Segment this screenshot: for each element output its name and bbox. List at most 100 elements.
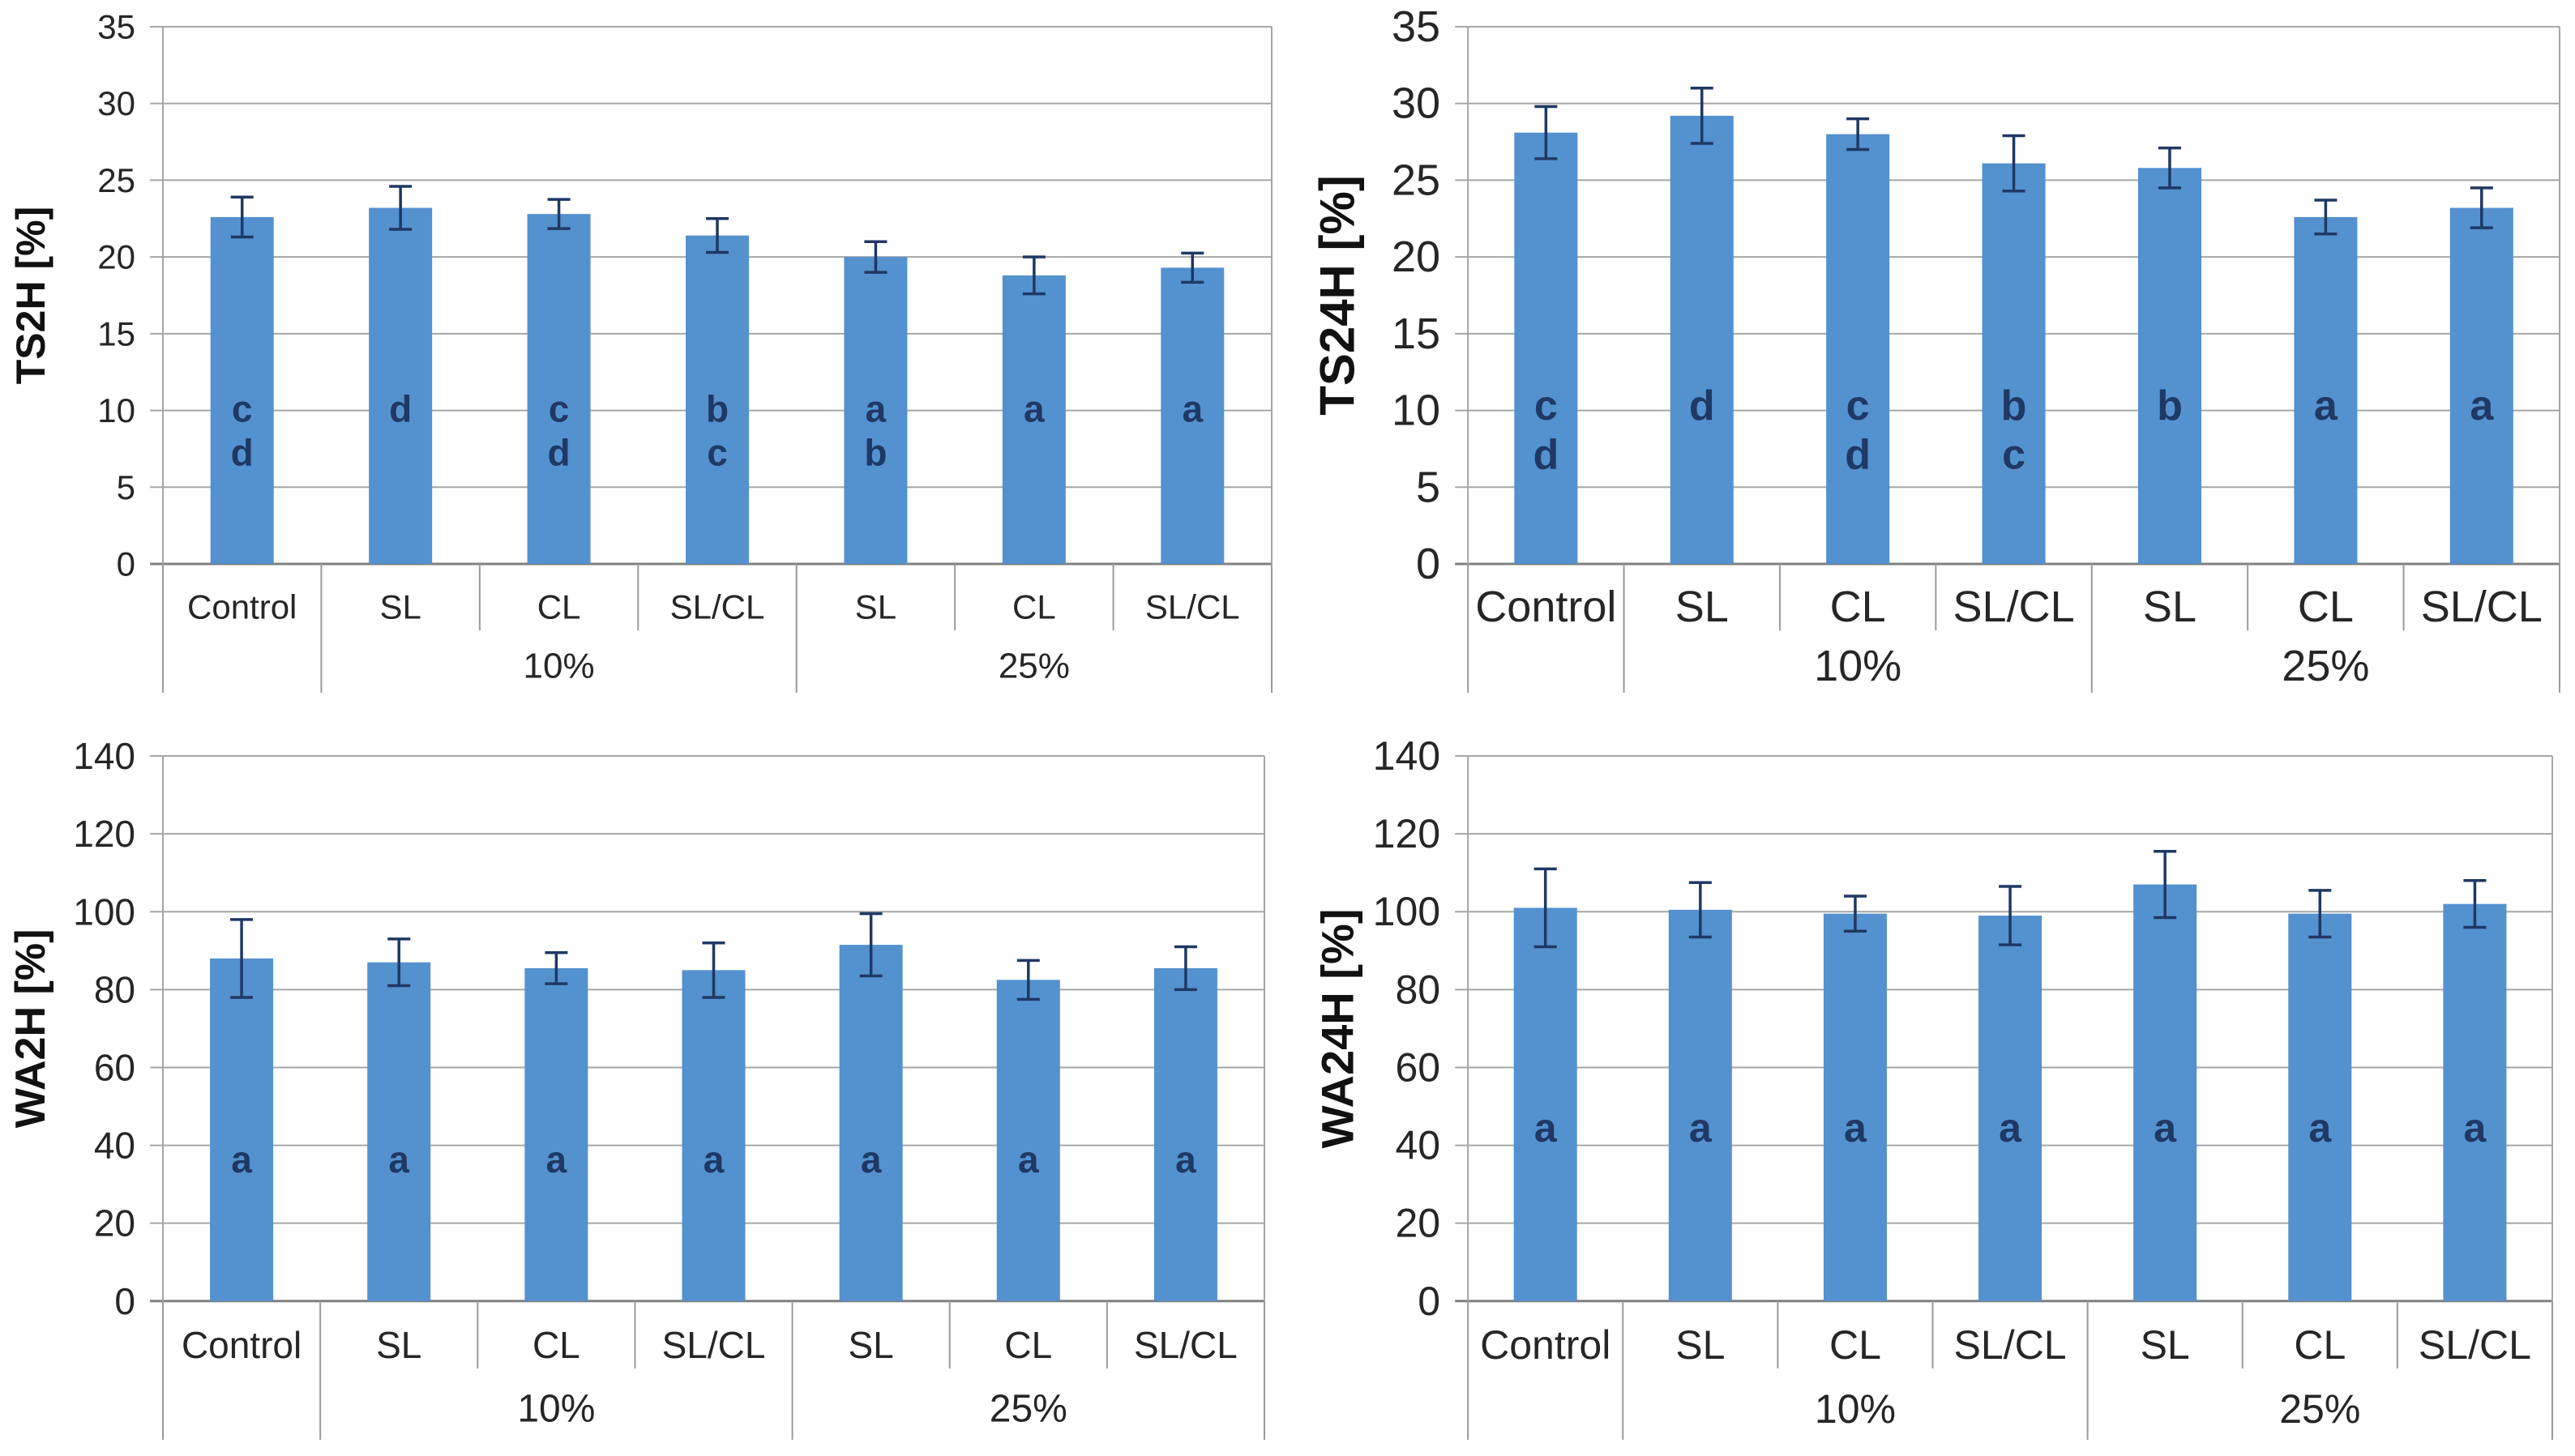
- group-label: 10%: [1814, 642, 1901, 690]
- y-tick-label: 120: [1373, 811, 1440, 856]
- bar: [1670, 115, 1734, 564]
- chart-ts24h: 05101520253035cdControldSLcdCLbcSL/CLbSL…: [1311, 2, 2560, 693]
- significance-letter: d: [1689, 382, 1715, 429]
- significance-letter: c: [1534, 382, 1558, 429]
- bar: [1161, 267, 1225, 564]
- significance-letter: d: [389, 388, 412, 430]
- bar: [2449, 207, 2513, 564]
- y-tick-label: 20: [94, 1202, 135, 1245]
- y-tick-label: 35: [1392, 2, 1440, 51]
- y-tick-label: 60: [1395, 1044, 1440, 1090]
- significance-letter: a: [866, 388, 887, 430]
- y-axis-title: TS24H [%]: [1311, 175, 1365, 416]
- y-tick-label: 140: [73, 735, 135, 777]
- y-tick-label: 0: [114, 1280, 135, 1322]
- y-tick-label: 10: [1392, 386, 1440, 435]
- bar: [210, 958, 274, 1301]
- bar: [1826, 134, 1890, 565]
- significance-letter: a: [388, 1138, 409, 1181]
- significance-letter: c: [232, 388, 253, 430]
- y-axis-title: TS2H [%]: [8, 207, 53, 384]
- bar: [369, 207, 433, 564]
- significance-letter: b: [2157, 382, 2183, 429]
- chart-wa2h: 0 20 40 60 80 100 120 140 a Control a SL a CL a SL/CL a S…: [7, 735, 1265, 1440]
- category-label: SL/CL: [2421, 583, 2543, 631]
- y-tick-label: 0: [1416, 540, 1440, 588]
- y-tick-label: 15: [1392, 310, 1440, 358]
- significance-letter: a: [704, 1138, 725, 1181]
- category-label: Control: [187, 588, 297, 626]
- significance-letter: a: [1534, 1105, 1558, 1151]
- significance-letter: a: [1999, 1105, 2022, 1151]
- y-tick-label: 80: [94, 968, 135, 1010]
- category-label: SL: [379, 588, 421, 626]
- bar: [682, 970, 746, 1301]
- bar: [2137, 168, 2201, 564]
- y-tick-label: 25: [97, 161, 135, 199]
- group-label: 25%: [990, 1387, 1067, 1430]
- y-tick-label: 120: [73, 813, 135, 855]
- y-tick-label: 30: [1392, 79, 1440, 128]
- chart-wa24h: 0 20 40 60 80 100 120 140 a Control a SL a CL a SL/CL a S…: [1312, 733, 2553, 1440]
- category-label: CL: [1829, 1322, 1881, 1368]
- significance-letter: a: [2154, 1105, 2177, 1151]
- bar: [1823, 913, 1887, 1301]
- significance-letter: a: [2464, 1105, 2487, 1151]
- group-label: 10%: [524, 647, 595, 686]
- chart-cell-ts24h: 0 5 10 15 20 25 30 35 c d Control d SL c d CL b c SL/CL b SL…: [1287, 0, 2575, 728]
- category-label: SL: [376, 1324, 421, 1366]
- y-tick-label: 5: [1416, 463, 1440, 511]
- significance-letter: c: [1846, 382, 1870, 429]
- category-label: CL: [1830, 583, 1886, 631]
- bar: [1514, 132, 1578, 565]
- y-tick-label: 0: [1418, 1279, 1440, 1324]
- y-tick-label: 40: [1395, 1123, 1440, 1168]
- bar: [1153, 967, 1217, 1301]
- category-label: SL: [849, 1324, 894, 1366]
- y-tick-label: 25: [1392, 156, 1440, 204]
- bar: [2133, 884, 2197, 1301]
- bar: [1513, 907, 1577, 1301]
- bar: [1978, 916, 2042, 1301]
- y-tick-label: 20: [1392, 233, 1440, 281]
- category-label: SL/CL: [670, 588, 765, 626]
- group-label: 10%: [517, 1387, 595, 1430]
- significance-letter: a: [1175, 1138, 1196, 1181]
- category-label: Control: [1480, 1322, 1610, 1368]
- category-label: CL: [1004, 1324, 1052, 1366]
- chart-cell-ts2h: 0 5 10 15 20 25 30 35 c d Control d SL c d CL b c SL/CL a b S…: [0, 0, 1287, 728]
- significance-letter: a: [2314, 382, 2338, 429]
- y-tick-label: 10: [97, 391, 135, 429]
- bar: [524, 967, 588, 1301]
- significance-letter: d: [1845, 432, 1871, 479]
- significance-letter: d: [548, 431, 571, 473]
- category-label: Control: [1475, 583, 1616, 631]
- bar: [844, 257, 908, 564]
- bar: [1668, 909, 1732, 1301]
- category-label: CL: [533, 1324, 580, 1366]
- y-tick-label: 60: [94, 1046, 135, 1088]
- y-tick-label: 35: [97, 8, 135, 46]
- bar: [2443, 903, 2507, 1301]
- category-label: SL/CL: [1145, 588, 1240, 626]
- significance-letter: a: [546, 1138, 567, 1181]
- group-label: 10%: [1815, 1386, 1896, 1432]
- bar: [686, 235, 749, 564]
- significance-letter: a: [1689, 1105, 1713, 1151]
- significance-letter: a: [1182, 388, 1203, 430]
- significance-letter: a: [231, 1138, 252, 1181]
- group-label: 25%: [2279, 1386, 2360, 1432]
- y-tick-label: 0: [117, 545, 135, 583]
- bar: [2294, 216, 2358, 564]
- category-label: SL: [2141, 1322, 2190, 1368]
- y-tick-label: 80: [1395, 967, 1440, 1012]
- category-label: SL/CL: [1953, 583, 2074, 631]
- significance-letter: c: [707, 431, 728, 473]
- significance-letter: a: [1844, 1105, 1867, 1151]
- significance-letter: b: [706, 388, 729, 430]
- y-tick-label: 20: [97, 238, 135, 276]
- category-label: SL: [1675, 583, 1729, 631]
- significance-letter: a: [861, 1138, 882, 1181]
- bar: [210, 216, 274, 564]
